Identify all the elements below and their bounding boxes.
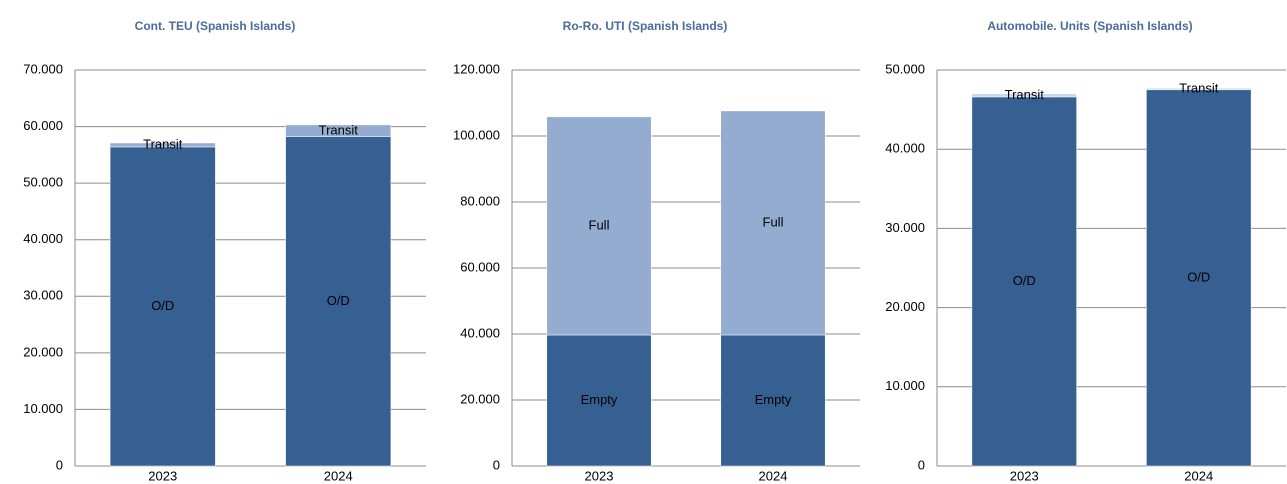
bar-segment xyxy=(720,334,826,467)
bar-segment xyxy=(1146,87,1252,91)
segment-label: Transit xyxy=(1005,87,1045,102)
y-tick-label: 80.000 xyxy=(460,193,500,208)
y-tick-label: 20.000 xyxy=(460,391,500,406)
y-tick-label: 10.000 xyxy=(23,401,63,416)
y-tick-label: 0 xyxy=(493,457,500,472)
y-tick-label: 0 xyxy=(56,457,63,472)
bar-segment xyxy=(109,146,216,467)
y-tick-label: 10.000 xyxy=(885,378,925,393)
bar-segment xyxy=(546,116,652,336)
y-tick-label: 60.000 xyxy=(23,118,63,133)
y-tick-label: 70.000 xyxy=(23,61,63,76)
x-tick-label: 2024 xyxy=(759,468,788,483)
y-tick-label: 120.000 xyxy=(453,61,500,76)
segment-label: Full xyxy=(763,214,784,229)
bar-segment xyxy=(109,142,216,148)
bar-segment xyxy=(971,93,1077,98)
x-tick-label: 2023 xyxy=(1010,468,1039,483)
y-tick-label: 50.000 xyxy=(885,61,925,76)
segment-label: O/D xyxy=(1187,269,1210,284)
segment-label: Full xyxy=(589,217,610,232)
x-tick-label: 2023 xyxy=(148,468,177,483)
y-tick-label: 0 xyxy=(918,457,925,472)
y-tick-label: 40.000 xyxy=(460,325,500,340)
y-tick-label: 30.000 xyxy=(23,288,63,303)
segment-label: Transit xyxy=(319,122,359,137)
chart-title: Automobile. Units (Spanish Islands) xyxy=(987,19,1192,33)
x-tick-label: 2024 xyxy=(1184,468,1213,483)
segment-label: O/D xyxy=(327,293,350,308)
segment-label: O/D xyxy=(151,298,174,313)
x-tick-label: 2024 xyxy=(324,468,353,483)
segment-label: Empty xyxy=(581,392,618,407)
bar-segment xyxy=(971,96,1077,467)
y-tick-label: 40.000 xyxy=(23,231,63,246)
segment-label: Transit xyxy=(143,136,183,151)
y-tick-label: 50.000 xyxy=(23,175,63,190)
y-tick-label: 40.000 xyxy=(885,141,925,156)
y-tick-label: 20.000 xyxy=(885,299,925,314)
segment-label: O/D xyxy=(1013,273,1036,288)
y-tick-label: 60.000 xyxy=(460,259,500,274)
segment-label: Empty xyxy=(755,392,792,407)
bar-segment xyxy=(285,124,392,138)
bar-segment xyxy=(720,110,826,336)
y-tick-label: 100.000 xyxy=(453,127,500,142)
chart-title: Ro-Ro. UTI (Spanish Islands) xyxy=(563,19,728,33)
bar-segment xyxy=(285,136,392,467)
y-tick-label: 30.000 xyxy=(885,220,925,235)
y-tick-label: 20.000 xyxy=(23,344,63,359)
bar-segment xyxy=(546,334,652,467)
x-tick-label: 2023 xyxy=(585,468,614,483)
bar-segment xyxy=(1146,89,1252,467)
segment-label: Transit xyxy=(1179,80,1219,95)
chart-title: Cont. TEU (Spanish Islands) xyxy=(135,19,296,33)
